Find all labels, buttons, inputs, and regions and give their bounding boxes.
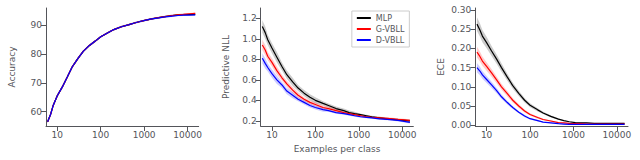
svg-text:10000: 10000 [388,130,417,140]
svg-text:10: 10 [52,130,64,140]
svg-text:100: 100 [307,130,324,140]
svg-text:D-VBLL: D-VBLL [376,36,405,45]
svg-text:Examples per class: Examples per class [294,144,381,154]
svg-text:0.10: 0.10 [451,82,471,92]
svg-text:G-VBLL: G-VBLL [376,25,405,34]
svg-text:0.2: 0.2 [242,116,256,126]
svg-text:0.30: 0.30 [451,5,471,15]
svg-text:0.25: 0.25 [451,24,471,34]
svg-text:Predictive NLL: Predictive NLL [221,35,231,99]
svg-text:Accuracy: Accuracy [7,46,17,88]
svg-text:ECE: ECE [436,58,446,76]
svg-text:100: 100 [92,130,109,140]
svg-text:60: 60 [31,107,43,117]
svg-text:0.20: 0.20 [451,43,471,53]
svg-text:0.15: 0.15 [451,63,471,73]
svg-text:90: 90 [31,20,43,30]
svg-text:10000: 10000 [603,130,632,140]
svg-text:1000: 1000 [562,130,585,140]
svg-text:0.4: 0.4 [242,95,257,105]
svg-text:1.0: 1.0 [242,34,257,44]
svg-text:0.6: 0.6 [242,75,257,85]
svg-text:1000: 1000 [347,130,370,140]
svg-text:0.8: 0.8 [242,54,257,64]
svg-text:70: 70 [31,78,43,88]
svg-text:10000: 10000 [173,130,202,140]
svg-text:1.2: 1.2 [242,13,256,23]
svg-text:0.00: 0.00 [451,120,471,130]
svg-text:10: 10 [481,130,493,140]
svg-text:1000: 1000 [133,130,156,140]
svg-text:0.05: 0.05 [451,101,471,111]
svg-text:MLP: MLP [376,14,392,23]
svg-text:100: 100 [521,130,538,140]
svg-text:10: 10 [266,130,278,140]
svg-text:80: 80 [31,49,43,59]
